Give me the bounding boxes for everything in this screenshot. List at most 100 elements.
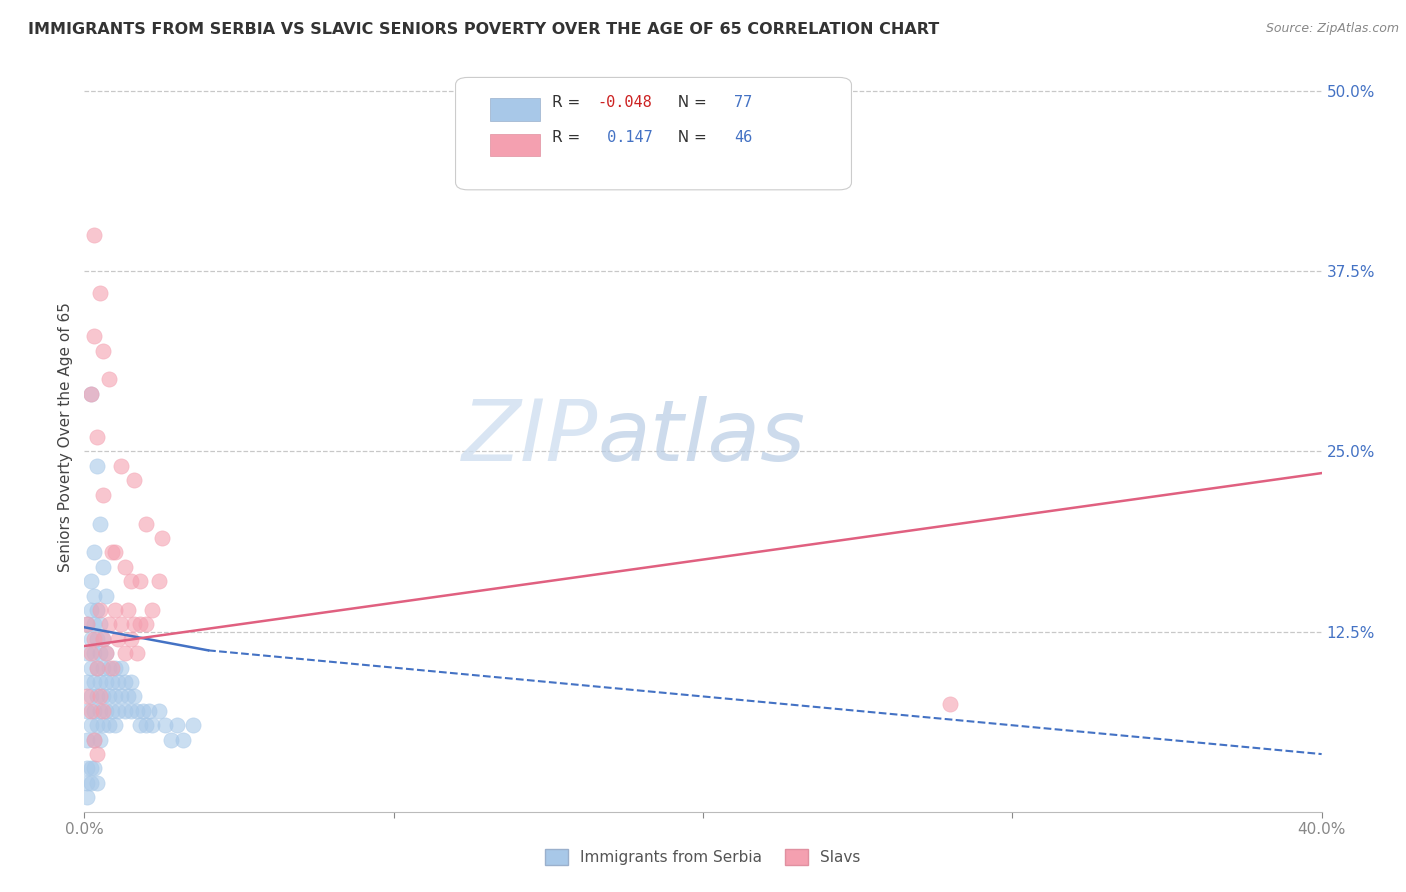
Point xyxy=(107,704,129,718)
Point xyxy=(150,531,173,545)
Point xyxy=(148,574,170,589)
Point xyxy=(91,690,114,704)
Point xyxy=(86,747,108,761)
Point xyxy=(135,516,157,531)
Point xyxy=(76,790,98,805)
Point xyxy=(98,690,121,704)
Point xyxy=(91,632,114,646)
Point xyxy=(120,632,142,646)
Point xyxy=(153,718,176,732)
Point xyxy=(83,704,105,718)
Point xyxy=(83,646,105,660)
Bar xyxy=(491,134,540,156)
Point xyxy=(94,675,117,690)
Point xyxy=(129,574,152,589)
Point xyxy=(79,387,101,401)
Point xyxy=(89,646,111,660)
Point xyxy=(122,617,145,632)
Point xyxy=(76,646,98,660)
Point xyxy=(122,473,145,487)
Point xyxy=(122,690,145,704)
Point xyxy=(104,690,127,704)
Point xyxy=(89,704,111,718)
Point xyxy=(104,718,127,732)
Point xyxy=(91,660,114,674)
Point xyxy=(141,718,163,732)
Point xyxy=(86,632,108,646)
Point xyxy=(117,690,139,704)
Point xyxy=(83,545,105,559)
Point xyxy=(110,617,132,632)
Point xyxy=(98,617,121,632)
Point xyxy=(83,675,105,690)
Point xyxy=(89,732,111,747)
Point xyxy=(91,632,114,646)
Text: N =: N = xyxy=(668,130,711,145)
Point xyxy=(148,704,170,718)
Point xyxy=(76,675,98,690)
Text: 46: 46 xyxy=(734,130,752,145)
Point xyxy=(110,458,132,473)
Point xyxy=(86,660,108,674)
Point xyxy=(79,646,101,660)
Point xyxy=(125,704,148,718)
Text: R =: R = xyxy=(553,130,585,145)
Point xyxy=(114,646,136,660)
Point xyxy=(83,632,105,646)
Point xyxy=(129,617,152,632)
Point xyxy=(91,704,114,718)
Point xyxy=(76,690,98,704)
Point xyxy=(98,660,121,674)
Point xyxy=(89,603,111,617)
Point xyxy=(89,690,111,704)
Text: ZIP: ZIP xyxy=(461,395,598,479)
Point xyxy=(83,732,105,747)
Point xyxy=(89,675,111,690)
Point xyxy=(141,603,163,617)
Point xyxy=(91,488,114,502)
Point xyxy=(107,632,129,646)
Point xyxy=(101,675,124,690)
Point xyxy=(939,697,962,711)
Point xyxy=(79,762,101,776)
Point xyxy=(94,704,117,718)
Point xyxy=(138,704,160,718)
Point xyxy=(79,660,101,674)
Point xyxy=(86,718,108,732)
Point xyxy=(83,762,105,776)
Point xyxy=(120,675,142,690)
Point xyxy=(120,574,142,589)
Point xyxy=(76,732,98,747)
Text: atlas: atlas xyxy=(598,395,806,479)
Point xyxy=(86,690,108,704)
Text: 77: 77 xyxy=(734,95,752,110)
Point xyxy=(79,718,101,732)
Y-axis label: Seniors Poverty Over the Age of 65: Seniors Poverty Over the Age of 65 xyxy=(58,302,73,572)
Point xyxy=(104,660,127,674)
Point xyxy=(110,660,132,674)
Point xyxy=(86,776,108,790)
Point xyxy=(89,285,111,300)
Point xyxy=(83,732,105,747)
Point xyxy=(117,603,139,617)
Point xyxy=(166,718,188,732)
Point xyxy=(98,718,121,732)
Point xyxy=(83,589,105,603)
Point xyxy=(120,704,142,718)
Point xyxy=(104,545,127,559)
Point xyxy=(98,372,121,386)
Point xyxy=(181,718,204,732)
Point xyxy=(135,718,157,732)
Point xyxy=(83,617,105,632)
Point xyxy=(101,704,124,718)
Point xyxy=(129,718,152,732)
Point xyxy=(110,690,132,704)
Text: N =: N = xyxy=(668,95,711,110)
Point xyxy=(79,704,101,718)
Point xyxy=(114,704,136,718)
Point xyxy=(76,762,98,776)
Point xyxy=(94,646,117,660)
Point xyxy=(101,660,124,674)
Point xyxy=(76,704,98,718)
Point xyxy=(94,646,117,660)
